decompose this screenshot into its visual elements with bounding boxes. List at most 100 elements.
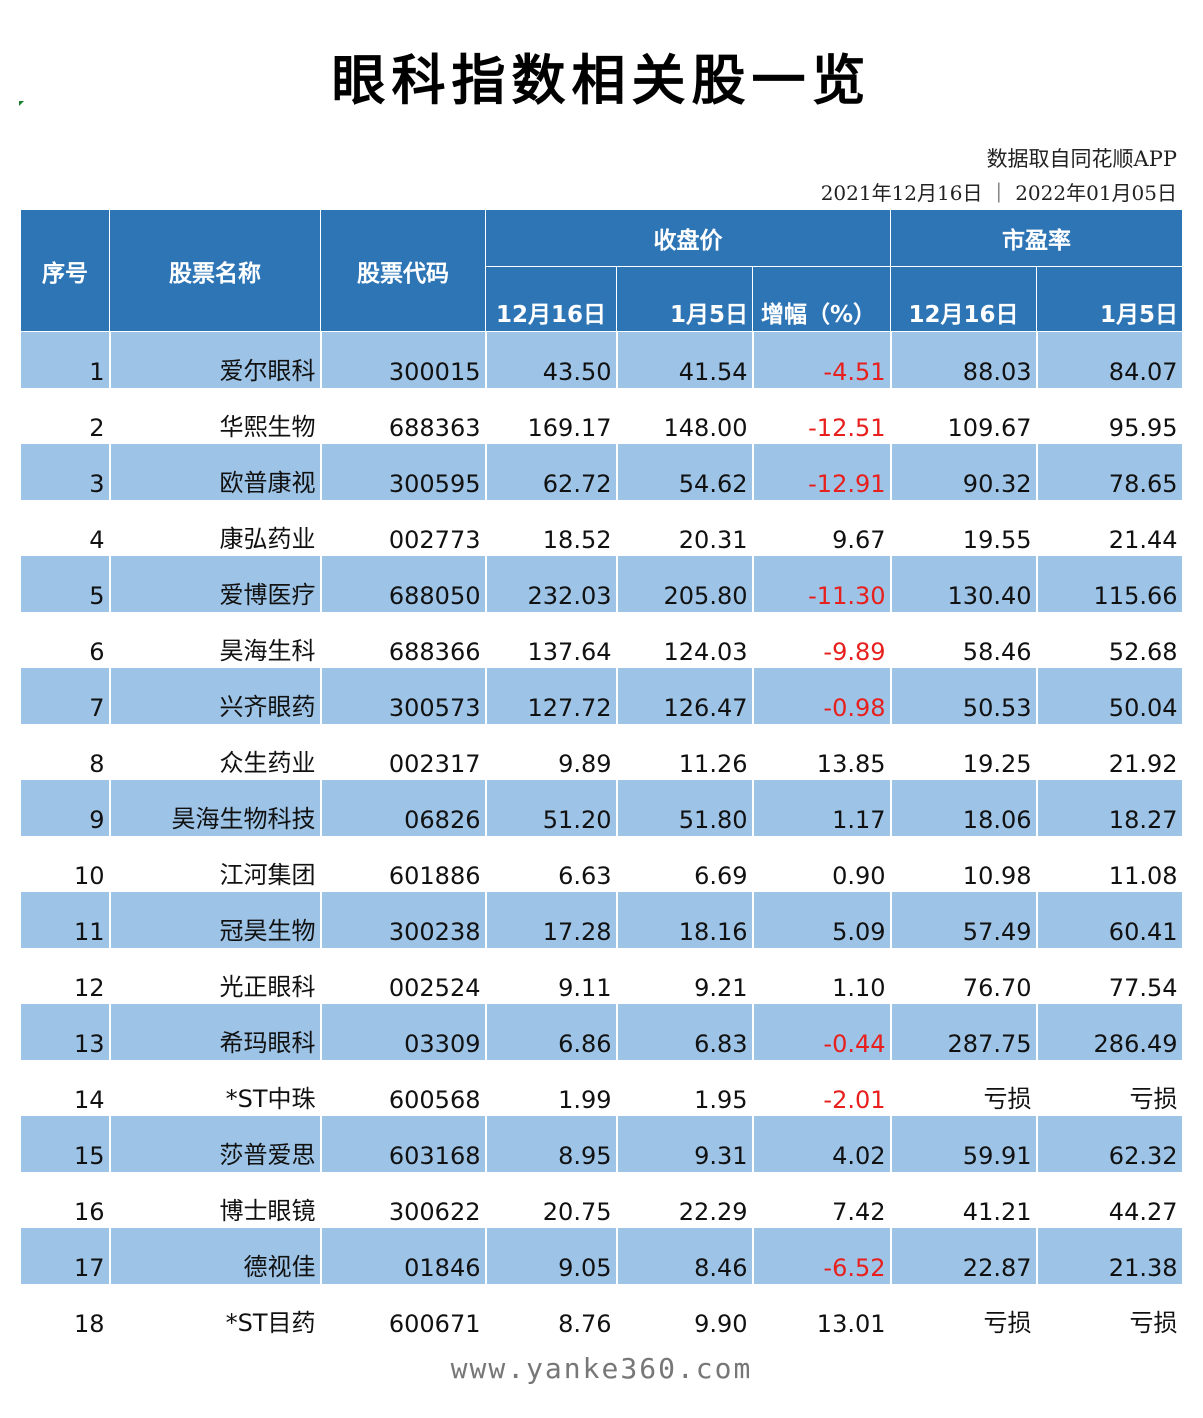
cell-change: 13.85: [752, 724, 892, 780]
cell-pe-d1: 亏损: [890, 1060, 1038, 1116]
cell-close-d1: 9.11: [485, 948, 618, 1004]
cell-close-d1: 62.72: [485, 444, 618, 500]
cell-close-d1: 6.86: [485, 1004, 618, 1060]
date-range: 2021年12月16日 ｜ 2022年01月05日: [820, 181, 1177, 205]
cell-stock-code: 002524: [320, 948, 487, 1004]
cell-pe-d1: 41.21: [890, 1172, 1038, 1228]
header-close-group: 收盘价: [484, 209, 892, 267]
table-row: 13 希玛眼科 03309 6.86 6.83 -0.44 287.75 286.49: [20, 1004, 1184, 1060]
cell-change: -11.30: [752, 556, 892, 612]
cell-close-d2: 126.47: [616, 668, 754, 724]
cell-stock-code: 002317: [320, 724, 487, 780]
page-title: 眼科指数相关股一览: [331, 48, 872, 112]
data-source-note: 数据取自同花顺APP: [986, 147, 1177, 171]
cell-change: 4.02: [752, 1116, 892, 1172]
cell-close-d2: 18.16: [616, 892, 754, 948]
cell-index: 7: [20, 668, 111, 724]
cell-close-d1: 137.64: [485, 612, 618, 668]
cell-close-d2: 41.54: [616, 331, 754, 388]
cell-pe-d2: 18.27: [1036, 780, 1184, 836]
cell-pe-d2: 21.38: [1036, 1228, 1184, 1284]
cell-stock-name: 欧普康视: [109, 444, 322, 500]
cell-index: 17: [20, 1228, 111, 1284]
cell-change: -4.51: [752, 331, 892, 388]
cell-close-d2: 20.31: [616, 500, 754, 556]
cell-stock-name: 博士眼镜: [109, 1172, 322, 1228]
cell-pe-d2: 77.54: [1036, 948, 1184, 1004]
cell-change: 1.10: [752, 948, 892, 1004]
cell-close-d2: 9.90: [616, 1284, 754, 1340]
cell-change: 9.67: [752, 500, 892, 556]
cell-stock-name: 德视佳: [109, 1228, 322, 1284]
cell-stock-code: 06826: [320, 780, 487, 836]
cell-close-d1: 51.20: [485, 780, 618, 836]
cell-close-d1: 127.72: [485, 668, 618, 724]
cell-index: 15: [20, 1116, 111, 1172]
cell-stock-name: 昊海生物科技: [109, 780, 322, 836]
cell-stock-code: 01846: [320, 1228, 487, 1284]
table-row: 16 博士眼镜 300622 20.75 22.29 7.42 41.21 44.27: [20, 1172, 1184, 1228]
cell-pe-d1: 88.03: [890, 331, 1038, 388]
cell-close-d2: 8.46: [616, 1228, 754, 1284]
cell-index: 8: [20, 724, 111, 780]
cell-pe-d2: 52.68: [1036, 612, 1184, 668]
cell-index: 5: [20, 556, 111, 612]
cell-marker: [19, 101, 24, 106]
cell-close-d2: 1.95: [616, 1060, 754, 1116]
cell-pe-d2: 84.07: [1036, 331, 1184, 388]
cell-pe-d1: 19.55: [890, 500, 1038, 556]
cell-stock-name: 华熙生物: [109, 388, 322, 444]
header-close-d2: 1月5日: [616, 266, 753, 332]
cell-close-d2: 9.31: [616, 1116, 754, 1172]
cell-stock-name: 光正眼科: [109, 948, 322, 1004]
cell-close-d2: 11.26: [616, 724, 754, 780]
cell-pe-d1: 130.40: [890, 556, 1038, 612]
cell-stock-code: 300015: [320, 331, 487, 388]
cell-close-d1: 8.76: [485, 1284, 618, 1340]
header-code: 股票代码: [320, 209, 486, 332]
cell-pe-d2: 21.44: [1036, 500, 1184, 556]
cell-change: 5.09: [752, 892, 892, 948]
cell-change: -2.01: [752, 1060, 892, 1116]
table-row: 17 德视佳 01846 9.05 8.46 -6.52 22.87 21.38: [20, 1228, 1184, 1284]
cell-stock-code: 300622: [320, 1172, 487, 1228]
cell-change: -12.51: [752, 388, 892, 444]
cell-stock-name: 兴齐眼药: [109, 668, 322, 724]
cell-stock-code: 603168: [320, 1116, 487, 1172]
header-pe-d2: 1月5日: [1036, 266, 1184, 332]
cell-pe-d1: 109.67: [890, 388, 1038, 444]
cell-close-d2: 51.80: [616, 780, 754, 836]
cell-stock-code: 688050: [320, 556, 487, 612]
cell-pe-d1: 90.32: [890, 444, 1038, 500]
footer-watermark: www.yanke360.com: [450, 1352, 753, 1385]
table-row: 6 昊海生科 688366 137.64 124.03 -9.89 58.46 52.68: [20, 612, 1184, 668]
cell-stock-code: 002773: [320, 500, 487, 556]
cell-close-d2: 9.21: [616, 948, 754, 1004]
header-pe-d1: 12月16日: [890, 266, 1038, 332]
cell-close-d1: 1.99: [485, 1060, 618, 1116]
cell-close-d1: 43.50: [485, 331, 618, 388]
cell-stock-code: 688366: [320, 612, 487, 668]
cell-close-d2: 54.62: [616, 444, 754, 500]
cell-stock-code: 300238: [320, 892, 487, 948]
header-index: 序号: [20, 209, 110, 332]
cell-close-d2: 6.83: [616, 1004, 754, 1060]
cell-stock-code: 300595: [320, 444, 487, 500]
table-row: 14 *ST中珠 600568 1.99 1.95 -2.01 亏损 亏损: [20, 1060, 1184, 1116]
cell-pe-d1: 57.49: [890, 892, 1038, 948]
table-row: 5 爱博医疗 688050 232.03 205.80 -11.30 130.40 115.6…: [20, 556, 1184, 612]
cell-close-d1: 6.63: [485, 836, 618, 892]
cell-pe-d2: 11.08: [1036, 836, 1184, 892]
cell-stock-name: 江河集团: [109, 836, 322, 892]
cell-close-d2: 205.80: [616, 556, 754, 612]
cell-index: 18: [20, 1284, 111, 1340]
cell-index: 14: [20, 1060, 111, 1116]
cell-stock-code: 600568: [320, 1060, 487, 1116]
cell-stock-name: 康弘药业: [109, 500, 322, 556]
cell-index: 4: [20, 500, 111, 556]
cell-stock-name: 众生药业: [109, 724, 322, 780]
cell-close-d2: 22.29: [616, 1172, 754, 1228]
header-name: 股票名称: [109, 209, 321, 332]
cell-close-d1: 232.03: [485, 556, 618, 612]
cell-change: -9.89: [752, 612, 892, 668]
